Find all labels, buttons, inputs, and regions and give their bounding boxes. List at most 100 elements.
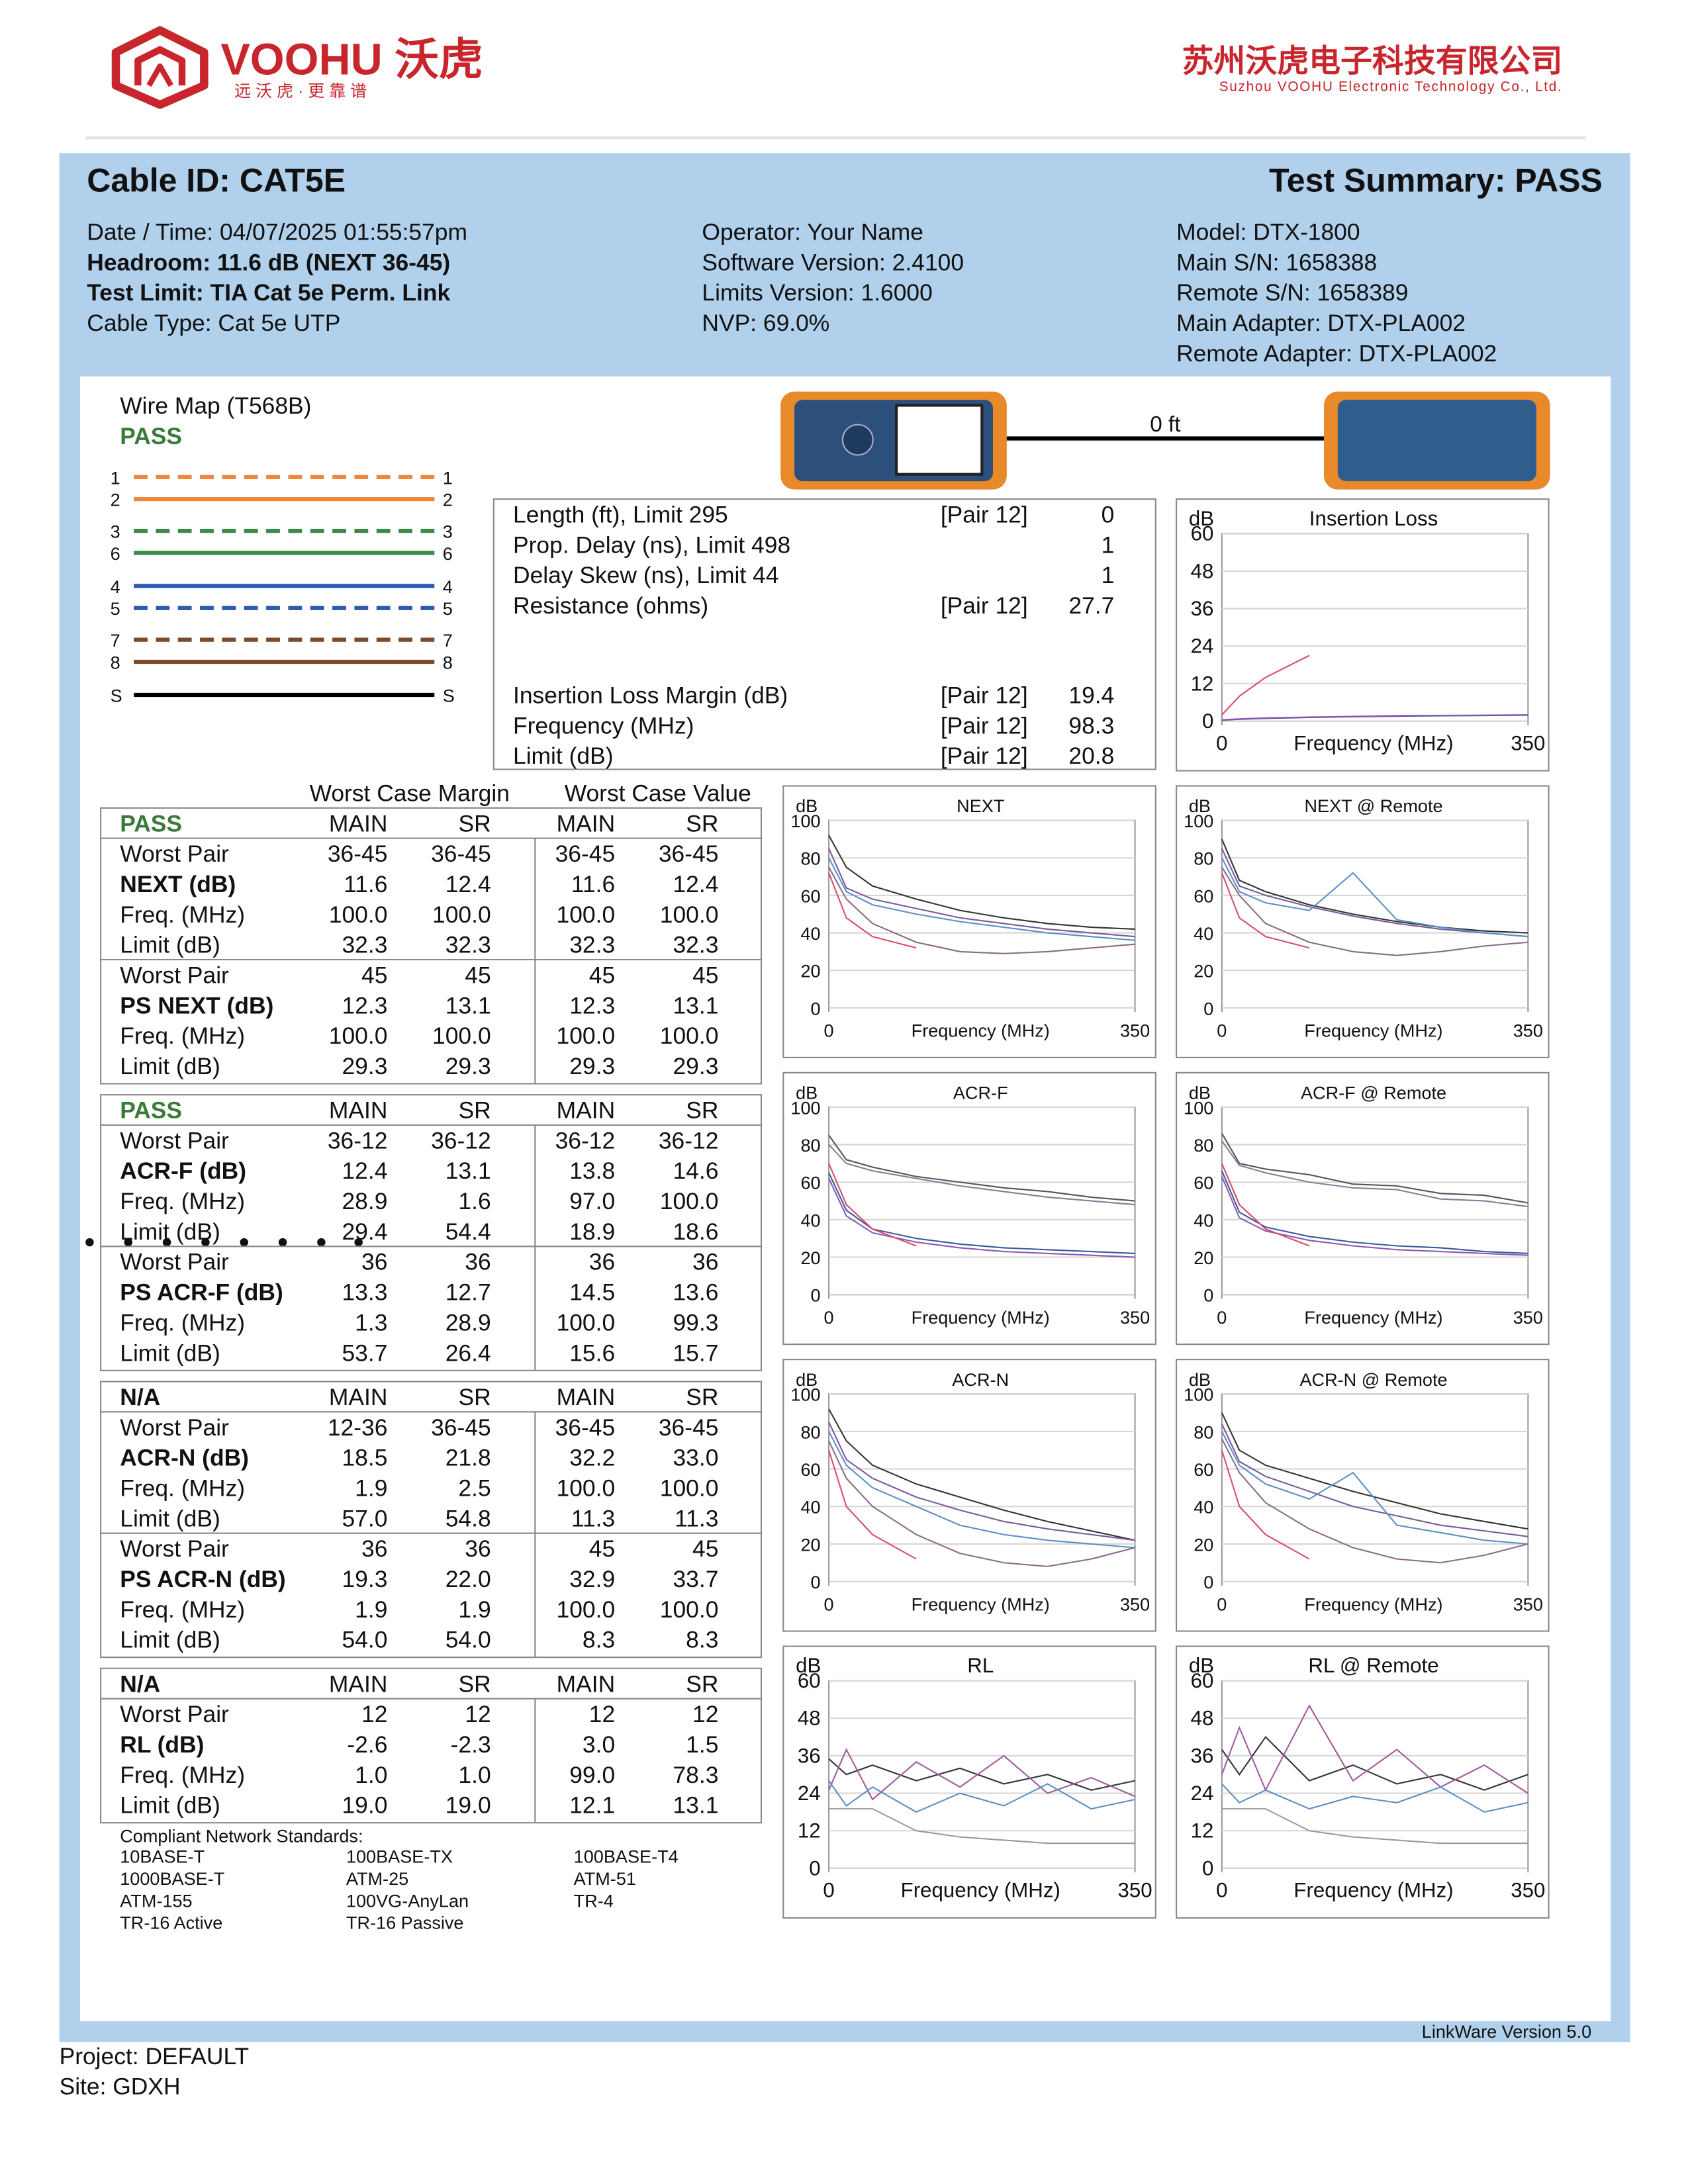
table-column: SR [458,810,491,837]
y-tick-label: 0 [1203,998,1213,1019]
curve [828,1144,1135,1206]
pin-label: 2 [443,490,453,510]
x-axis-label: Frequency (MHz) [912,1594,1050,1614]
y-tick-label: 48 [1191,559,1214,582]
main-device [780,391,1007,490]
chart-title: ACR-N @ Remote [1299,1369,1447,1390]
cell: 13.6 [673,1279,718,1306]
table-column: MAIN [557,1384,616,1410]
row-label: ACR-F (dB) [120,1158,246,1184]
y-tick-label: 60 [1194,886,1213,906]
table-column: SR [686,1097,718,1124]
cell: 12 [692,1701,718,1727]
table-status: N/A [120,1670,160,1697]
curve [1221,1176,1528,1256]
curve [828,866,1135,954]
row-label: Freq. (MHz) [120,1023,245,1049]
chart: ACR-N dB 0 20 40 60 80 100 0 350 Frequency (MHz) [782,1359,1156,1632]
pin-label: 3 [443,522,453,542]
x-axis-label: Frequency (MHz) [901,1879,1060,1902]
chart-frame [1176,1359,1550,1632]
measurement-box [492,498,1156,770]
curve [828,1422,1135,1541]
cell: 36-45 [659,841,719,867]
measurement-label: Resistance (ohms) [513,592,708,619]
y-tick-label: 20 [800,961,820,981]
y-tick-label: 48 [1191,1707,1214,1730]
y-tick-label: 24 [1191,635,1214,658]
summary-line: Model: DTX-1800 [1176,219,1360,246]
cell: 36 [692,1249,718,1275]
x-tick-label: 350 [1120,1307,1150,1328]
y-axis-label: dB [1189,796,1211,816]
y-tick-label: 12 [1191,1819,1214,1843]
cell: 45 [589,1535,615,1562]
curve [828,1449,917,1560]
standard: 100BASE-T4 [574,1846,679,1867]
cell: -2.3 [451,1731,491,1758]
cell: 2.5 [458,1475,491,1501]
y-tick-label: 80 [800,848,820,869]
curve [828,1748,1135,1801]
table-box [100,1094,763,1371]
row-label: Limit (dB) [120,932,220,958]
cell: 12 [465,1701,491,1727]
test-summary: Test Summary: PASS [1269,162,1603,199]
wiremap-title: Wire Map (T568B) [120,392,311,419]
cell: 1.6 [458,1188,491,1214]
cell: 12 [589,1701,615,1727]
x-axis-label: Frequency (MHz) [912,1021,1050,1041]
cell: 11.3 [675,1505,718,1531]
chart-title: RL [967,1654,994,1677]
cell: 29.3 [342,1053,387,1079]
pin-label: 8 [443,652,453,672]
cell: 100.0 [432,901,491,928]
summary-line: Main Adapter: DTX-PLA002 [1176,310,1466,336]
curve [1221,1424,1528,1537]
y-tick-label: 40 [800,1497,820,1518]
x-tick-label: 0 [1217,1594,1227,1614]
cell: 36 [361,1535,387,1562]
curve [1221,1808,1528,1844]
y-tick-label: 40 [1194,1497,1213,1518]
cell: 13.8 [569,1158,615,1184]
y-tick-label: 40 [1194,923,1213,944]
table-column: SR [686,810,718,837]
table-caption: Worst Case Value [565,780,751,806]
chart: ACR-F @ Remote dB 0 20 40 60 80 100 0 350 Frequenc… [1176,1071,1550,1345]
cell: 97.0 [569,1188,615,1214]
y-tick-label: 60 [1191,1669,1214,1692]
table-status: PASS [120,810,182,837]
row-label: Limit (dB) [120,1218,220,1245]
x-tick-label: 350 [1511,731,1545,754]
cell: 12-36 [328,1414,388,1441]
chart: NEXT dB 0 20 40 60 80 100 0 350 Frequency (MHz) [782,785,1156,1058]
curve [1221,1704,1528,1794]
y-tick-label: 20 [1194,1534,1213,1555]
cell: 45 [589,962,615,988]
measurement-pair: [Pair 12] [941,743,1028,769]
version: LinkWare Version 5.0 [1422,2021,1591,2042]
standard: 100VG-AnyLan [346,1890,469,1911]
x-tick-label: 0 [1217,1021,1227,1041]
cell: 36 [361,1249,387,1275]
chart-frame [782,1071,1156,1345]
site: Site: GDXH [60,2073,181,2100]
x-tick-label: 350 [1513,1021,1543,1041]
stray-dots [85,1238,363,1247]
x-axis-label: Frequency (MHz) [1304,1307,1442,1328]
cell: 1.0 [458,1762,491,1788]
cell: 100.0 [557,1596,616,1623]
cell: 11.6 [571,871,615,897]
standard: 1000BASE-T [120,1868,224,1889]
cell: 11.6 [344,871,387,897]
y-tick-label: 40 [800,1210,820,1230]
table-column: SR [686,1384,718,1410]
cell: 1.5 [686,1731,718,1758]
x-axis-label: Frequency (MHz) [912,1307,1050,1328]
table-column: MAIN [557,1670,616,1697]
curve [828,872,917,949]
curve [828,1408,1135,1541]
y-tick-label: 60 [800,886,820,906]
chart-frame [782,1645,1156,1919]
